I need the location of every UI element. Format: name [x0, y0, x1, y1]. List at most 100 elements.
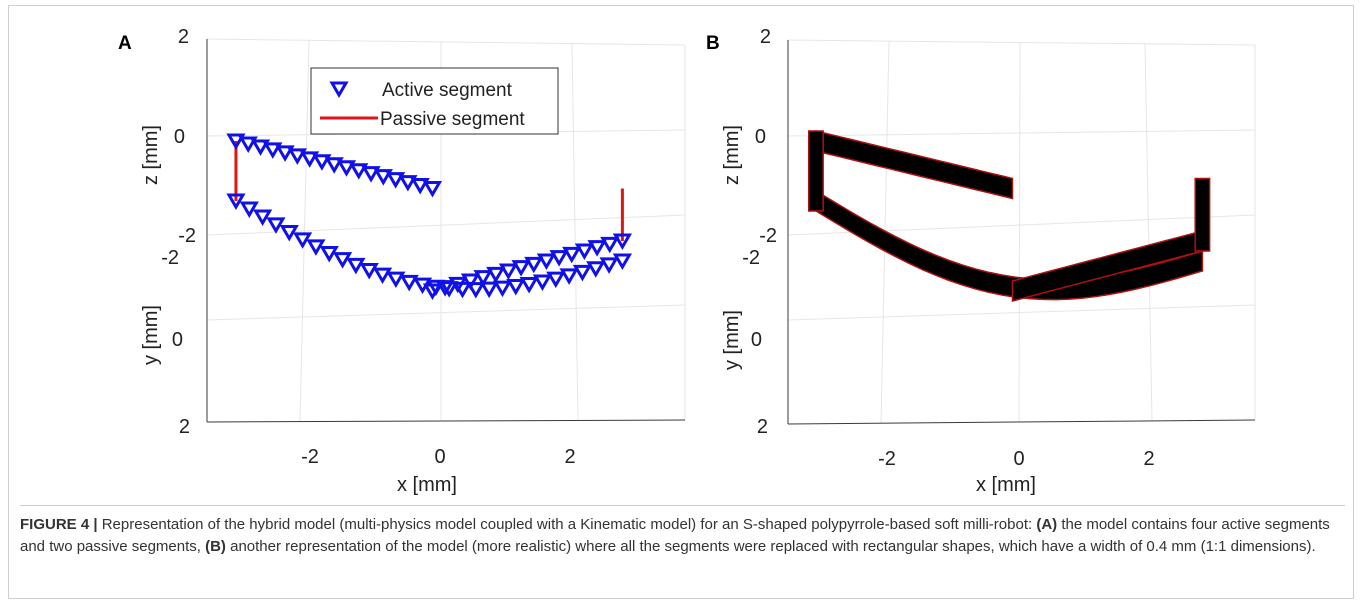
active-segment-marker — [238, 136, 258, 153]
active-segment-marker — [226, 133, 246, 150]
panel-a-y-tick: -2 — [161, 247, 179, 269]
active-segment-marker — [473, 270, 493, 287]
panel-b-x-tick: -2 — [878, 448, 896, 470]
active-segment-marker — [574, 243, 595, 260]
panel-a-x-axis — [206, 419, 686, 423]
active-segment-marker — [263, 142, 283, 159]
active-segment-marker — [600, 236, 620, 254]
panel-b-y-tick: 2 — [757, 416, 768, 438]
panel-a-y-tick: 0 — [172, 329, 183, 351]
panel-b-y-tick: -2 — [742, 247, 760, 269]
active-segment-marker — [422, 283, 443, 300]
panel-a-x-tick: -2 — [301, 446, 319, 468]
active-segment-marker — [279, 224, 299, 242]
panel-b-z-tick: 2 — [760, 26, 771, 48]
caption-panel-a-ref: (A) — [1036, 516, 1058, 533]
active-segment-marker — [287, 148, 307, 165]
active-segment-marker — [266, 217, 286, 234]
panel-b-x-axis — [787, 419, 1256, 425]
active-segment-marker — [586, 261, 606, 278]
active-segment-marker — [506, 279, 526, 296]
active-segment-marker — [546, 271, 566, 289]
active-segment-marker — [466, 282, 486, 299]
figure-frame — [8, 5, 1354, 599]
legend-active-label: Active segment — [382, 80, 513, 101]
caption-text: another representation of the model (mor… — [225, 538, 1316, 555]
active-segment-marker — [612, 253, 633, 270]
panel-b-grid — [787, 39, 1256, 424]
figure-caption: FIGURE 4 | Representation of the hybrid … — [20, 505, 1345, 558]
active-segment-marker — [306, 239, 326, 256]
active-segment-marker — [448, 276, 468, 294]
active-segment-marker — [612, 233, 633, 250]
active-segment-marker — [312, 154, 332, 171]
active-segment-marker — [319, 245, 339, 263]
active-segment-marker — [536, 253, 557, 270]
active-segment-marker — [519, 277, 539, 294]
active-segment-marker — [332, 252, 353, 269]
active-segment-marker — [275, 145, 295, 162]
active-segment-marker — [511, 260, 531, 277]
active-segment-marker — [549, 250, 569, 267]
active-segment-marker — [250, 139, 271, 156]
active-segment-marker — [599, 257, 619, 274]
panel-b-z-tick: 0 — [755, 126, 766, 148]
legend-passive-label: Passive segment — [380, 109, 525, 130]
legend-box — [310, 67, 559, 135]
panel-a-letter: A — [118, 33, 132, 54]
panel-b-xlabel: x [mm] — [976, 474, 1036, 496]
panel-b-y-tick: 0 — [751, 329, 762, 351]
panel-a-z-tick: 2 — [178, 26, 189, 48]
caption-label: FIGURE 4 | — [20, 516, 98, 533]
caption-panel-b-ref: (B) — [205, 538, 226, 555]
rect-active-segment — [815, 189, 1204, 301]
rect-passive-segment — [807, 130, 824, 212]
active-segment-marker — [399, 274, 419, 292]
active-segment-marker — [435, 280, 455, 297]
panel-b-x-tick: 0 — [1013, 448, 1024, 470]
panel-b-zlabel: z [mm] — [721, 125, 743, 185]
panel-a-z-tick: -2 — [178, 225, 196, 247]
active-segment-marker — [486, 266, 506, 284]
panel-a-x-tick: 0 — [434, 446, 445, 468]
active-segment-marker — [492, 280, 513, 298]
figure-plots: A 2 0 -2 -2 0 2 -2 0 2 x [mm] z [mm] y [… — [118, 26, 1256, 496]
active-segment-marker — [226, 193, 246, 210]
active-segment-marker — [300, 151, 320, 168]
panel-a-ylabel: y [mm] — [140, 305, 162, 365]
rect-active-segment — [815, 130, 1014, 200]
panel-b: B 2 0 -2 -2 0 2 -2 0 2 x [mm] z [mm] y [… — [706, 26, 1256, 496]
panel-b-x-tick: 2 — [1143, 448, 1154, 470]
panel-a-zlabel: z [mm] — [140, 125, 162, 185]
panel-b-z-tick: -2 — [759, 225, 777, 247]
active-segment-marker — [386, 271, 406, 289]
active-segment-marker — [532, 274, 553, 291]
active-segment-marker — [587, 240, 607, 257]
panel-a-xlabel: x [mm] — [397, 474, 457, 496]
panel-a-z-tick: 0 — [174, 126, 185, 148]
active-segment-marker — [373, 169, 393, 186]
active-segment-marker — [252, 209, 273, 226]
panel-a-x-tick: 2 — [564, 446, 575, 468]
active-segment-marker — [372, 267, 393, 285]
active-segment-marker — [524, 256, 544, 274]
panel-a-passive-segments — [234, 141, 624, 241]
active-segment-marker — [460, 273, 481, 290]
panel-b-ylabel: y [mm] — [721, 310, 743, 370]
panel-a-legend: Active segment Passive segment — [310, 67, 559, 135]
active-segment-marker — [239, 201, 259, 219]
rect-passive-segment — [1194, 177, 1211, 252]
panel-b-rectangles — [807, 130, 1211, 302]
caption-text: the model contains four active segments … — [20, 516, 1330, 555]
active-segment-marker — [359, 263, 379, 280]
active-segment-marker — [572, 264, 593, 282]
active-segment-marker — [398, 175, 418, 192]
active-segment-marker — [336, 160, 357, 177]
panel-b-letter: B — [706, 33, 720, 54]
panel-a-active-markers — [226, 133, 633, 300]
active-segment-marker — [292, 232, 313, 249]
active-segment-marker — [498, 263, 519, 280]
active-segment-marker — [559, 268, 579, 285]
active-segment-marker — [385, 172, 406, 189]
active-segment-marker — [349, 163, 369, 180]
